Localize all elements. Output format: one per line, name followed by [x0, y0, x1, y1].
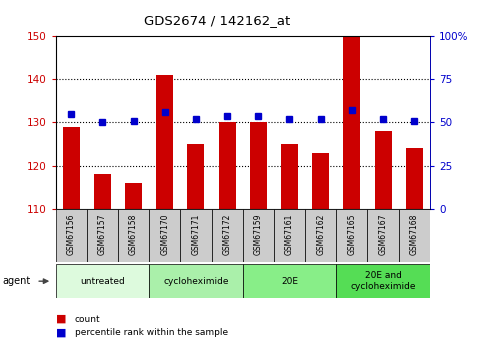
Text: GSM67159: GSM67159	[254, 214, 263, 255]
Bar	[212, 209, 242, 262]
Bar	[374, 131, 392, 209]
Text: count: count	[75, 315, 100, 324]
Bar	[218, 122, 236, 209]
Text: GSM67168: GSM67168	[410, 214, 419, 255]
Bar	[406, 148, 423, 209]
Bar	[281, 144, 298, 209]
Text: GSM67165: GSM67165	[347, 214, 356, 255]
Bar	[180, 209, 212, 262]
Bar	[56, 209, 87, 262]
Bar	[398, 209, 430, 262]
Text: GDS2674 / 142162_at: GDS2674 / 142162_at	[144, 14, 290, 27]
Text: ■: ■	[56, 314, 66, 324]
Bar	[87, 209, 118, 262]
Bar	[312, 152, 329, 209]
Bar	[274, 209, 305, 262]
Text: GSM67158: GSM67158	[129, 214, 138, 255]
Text: agent: agent	[2, 276, 30, 286]
Bar	[156, 75, 173, 209]
Bar	[305, 209, 336, 262]
Bar	[118, 209, 149, 262]
Bar	[250, 122, 267, 209]
Text: GSM67172: GSM67172	[223, 214, 232, 255]
Bar	[149, 264, 242, 298]
Text: GSM67171: GSM67171	[191, 214, 200, 255]
Bar	[336, 264, 430, 298]
Bar	[125, 183, 142, 209]
Text: ■: ■	[56, 328, 66, 338]
Text: untreated: untreated	[80, 277, 125, 286]
Bar	[94, 174, 111, 209]
Text: percentile rank within the sample: percentile rank within the sample	[75, 328, 228, 337]
Bar	[56, 264, 149, 298]
Bar	[242, 264, 336, 298]
Bar	[63, 127, 80, 209]
Text: GSM67157: GSM67157	[98, 214, 107, 255]
Bar	[336, 209, 368, 262]
Bar	[368, 209, 398, 262]
Text: GSM67167: GSM67167	[379, 214, 387, 255]
Text: GSM67156: GSM67156	[67, 214, 76, 255]
Bar	[187, 144, 204, 209]
Text: 20E and
cycloheximide: 20E and cycloheximide	[350, 272, 416, 291]
Text: GSM67162: GSM67162	[316, 214, 325, 255]
Text: 20E: 20E	[281, 277, 298, 286]
Text: cycloheximide: cycloheximide	[163, 277, 228, 286]
Text: GSM67161: GSM67161	[285, 214, 294, 255]
Bar	[149, 209, 180, 262]
Text: GSM67170: GSM67170	[160, 214, 169, 255]
Bar	[343, 36, 360, 209]
Bar	[242, 209, 274, 262]
